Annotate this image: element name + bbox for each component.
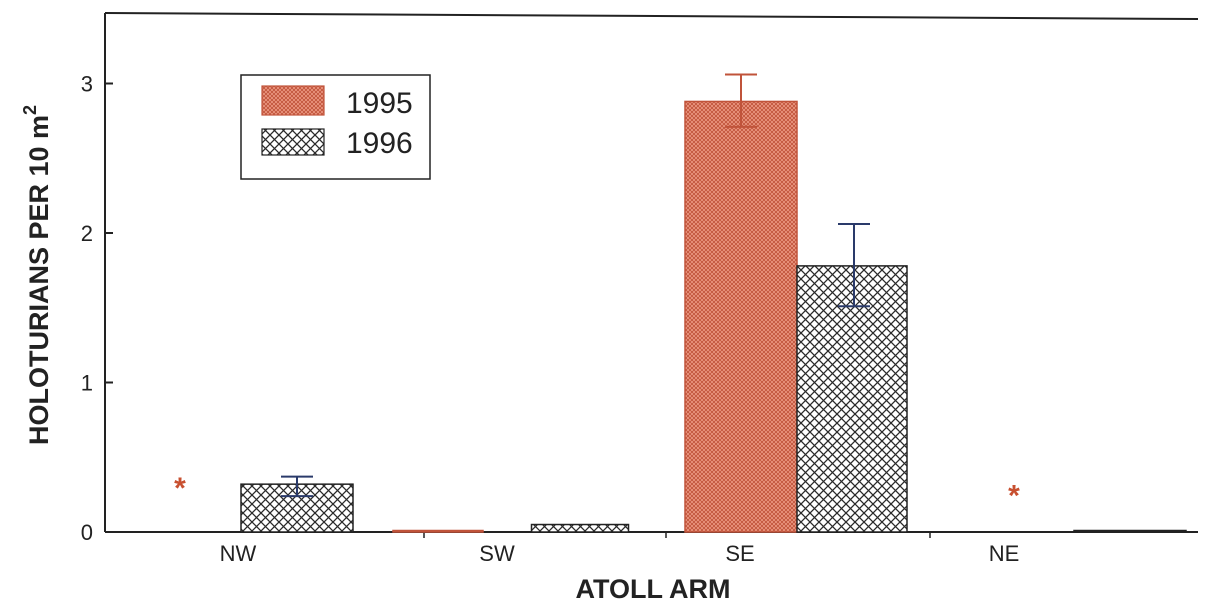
x-axis-title: ATOLL ARM <box>576 574 731 604</box>
bar-1996-sw <box>530 523 630 533</box>
x-tick-label-ne: NE <box>989 541 1020 566</box>
legend-label-1996: 1996 <box>346 127 413 160</box>
bar-1996-nw <box>240 483 354 533</box>
x-tick-label-se: SE <box>725 541 754 566</box>
bars <box>240 100 1187 533</box>
x-tick-label-sw: SW <box>479 541 515 566</box>
y-tick-label: 3 <box>81 72 93 97</box>
x-tick-label-nw: NW <box>220 541 257 566</box>
top-frame-line <box>104 12 1199 20</box>
x-ticks: NW SW SE NE <box>220 532 1020 566</box>
y-axis-title-superscript: 2 <box>20 105 40 115</box>
legend-swatch-1995 <box>261 85 325 116</box>
legend: 1995 1996 <box>240 74 431 180</box>
bar-1995-sw <box>392 529 484 533</box>
y-tick-label: 1 <box>81 371 93 396</box>
legend-label-1995: 1995 <box>346 87 413 120</box>
annotation-asterisk-ne: * <box>1008 480 1020 513</box>
error-bars <box>281 73 870 498</box>
legend-swatch-1996 <box>261 128 325 156</box>
y-tick-label: 2 <box>81 221 93 246</box>
bar-1995-se <box>684 100 798 533</box>
y-axis-title: HOLOTURIANS PER 10 m2 <box>20 105 54 445</box>
y-ticks: 0 1 2 3 <box>81 72 113 545</box>
annotations: * * <box>174 472 1020 512</box>
bar-1996-ne <box>1073 529 1187 533</box>
annotation-asterisk-nw: * <box>174 472 186 505</box>
bar-1996-se <box>796 265 908 533</box>
y-axis-title-main: HOLOTURIANS PER 10 m <box>24 115 54 445</box>
y-tick-label: 0 <box>81 520 93 545</box>
